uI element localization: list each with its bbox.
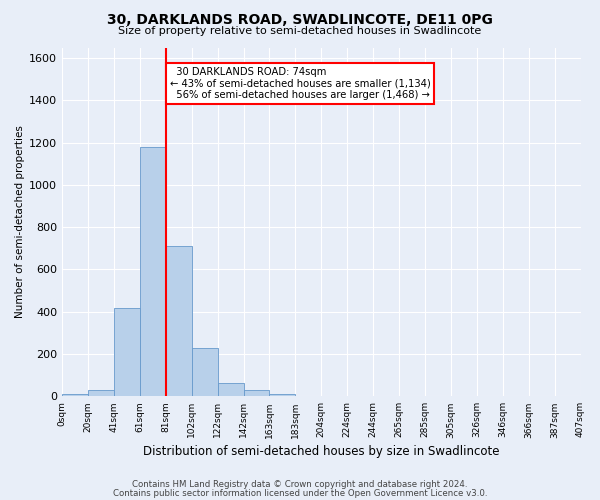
Bar — [114, 308, 140, 396]
Text: 30, DARKLANDS ROAD, SWADLINCOTE, DE11 0PG: 30, DARKLANDS ROAD, SWADLINCOTE, DE11 0P… — [107, 12, 493, 26]
Text: Size of property relative to semi-detached houses in Swadlincote: Size of property relative to semi-detach… — [118, 26, 482, 36]
Bar — [192, 348, 218, 397]
Bar — [140, 147, 166, 396]
Text: Contains HM Land Registry data © Crown copyright and database right 2024.: Contains HM Land Registry data © Crown c… — [132, 480, 468, 489]
Y-axis label: Number of semi-detached properties: Number of semi-detached properties — [15, 126, 25, 318]
Bar — [88, 390, 114, 396]
X-axis label: Distribution of semi-detached houses by size in Swadlincote: Distribution of semi-detached houses by … — [143, 444, 500, 458]
Bar — [62, 394, 88, 396]
Bar — [218, 383, 244, 396]
Text: Contains public sector information licensed under the Open Government Licence v3: Contains public sector information licen… — [113, 489, 487, 498]
Bar — [166, 246, 192, 396]
Bar — [244, 390, 269, 396]
Text: 30 DARKLANDS ROAD: 74sqm
← 43% of semi-detached houses are smaller (1,134)
  56%: 30 DARKLANDS ROAD: 74sqm ← 43% of semi-d… — [170, 66, 430, 100]
Bar — [269, 394, 295, 396]
